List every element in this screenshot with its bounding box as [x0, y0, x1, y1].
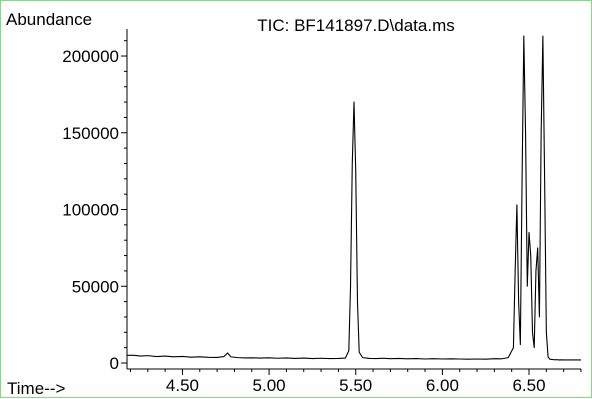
x-tick-label: 6.00 — [426, 376, 459, 395]
x-tick-label: 4.50 — [166, 376, 199, 395]
y-tick-label: 200000 — [62, 47, 119, 66]
x-tick-label: 6.50 — [512, 376, 545, 395]
x-axis-label: Time--> — [7, 379, 65, 398]
y-axis-label: Abundance — [6, 10, 92, 29]
tic-series-line — [127, 35, 581, 361]
x-tick-label: 5.50 — [339, 376, 372, 395]
series-layer — [127, 35, 581, 361]
x-tick-label: 5.00 — [253, 376, 286, 395]
axes — [126, 29, 581, 370]
y-tick-label: 100000 — [62, 201, 119, 220]
chart-title: TIC: BF141897.D\data.ms — [257, 16, 454, 35]
y-tick-label: 150000 — [62, 124, 119, 143]
ticks: 0 50000 100000 150000 200000 4.50 5.00 5.50 6.00… — [62, 40, 582, 395]
y-tick-label: 50000 — [72, 277, 119, 296]
y-tick-label: 0 — [110, 354, 119, 373]
